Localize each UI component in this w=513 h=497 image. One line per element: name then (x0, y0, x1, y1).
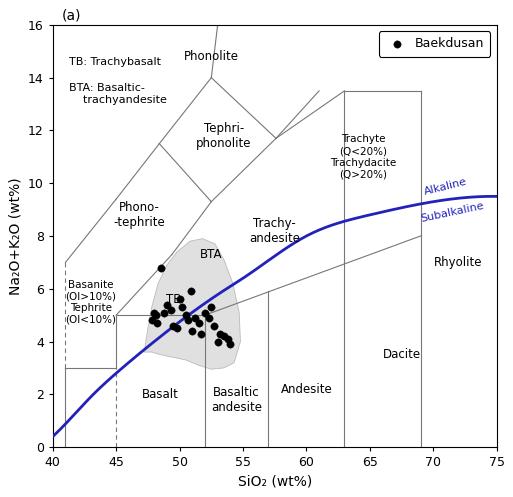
Text: Basaltic
andesite: Basaltic andesite (211, 386, 262, 414)
Point (210, 322, 218, 330)
Legend: Baekdusan: Baekdusan (379, 31, 490, 57)
X-axis label: SiO₂ (wt%): SiO₂ (wt%) (238, 475, 312, 489)
Point (224, 335, 232, 343)
Text: (a): (a) (62, 8, 81, 22)
Text: TB: TB (166, 293, 181, 306)
Point (216, 330, 224, 337)
Point (188, 327, 196, 335)
Point (187, 287, 195, 295)
Text: Trachyte
(Q<20%)
Trachydacite
(Q>20%): Trachyte (Q<20%) Trachydacite (Q>20%) (330, 134, 397, 179)
Point (197, 330, 205, 337)
Text: Rhyolite: Rhyolite (435, 256, 483, 269)
Point (150, 309, 159, 317)
Text: Phonolite: Phonolite (184, 50, 239, 63)
Text: Subalkaline: Subalkaline (420, 201, 485, 224)
Text: Basalt: Basalt (142, 388, 179, 401)
Point (207, 303, 215, 311)
Text: TB: Trachybasalt: TB: Trachybasalt (69, 57, 161, 67)
Point (175, 295, 184, 303)
Y-axis label: Na₂O+K₂O (wt%): Na₂O+K₂O (wt%) (8, 177, 23, 295)
Point (194, 319, 203, 327)
Point (226, 340, 234, 348)
Point (184, 317, 192, 325)
Text: Dacite: Dacite (383, 348, 421, 361)
Point (182, 311, 190, 319)
Text: Basanite
(Ol>10%)
Tephrite
(Ol<10%): Basanite (Ol>10%) Tephrite (Ol<10%) (65, 279, 116, 325)
Point (153, 319, 161, 327)
Point (163, 301, 171, 309)
Text: BTA: Basaltic-
    trachyandesite: BTA: Basaltic- trachyandesite (69, 83, 167, 104)
Point (156, 264, 165, 272)
Text: Andesite: Andesite (281, 383, 332, 396)
Polygon shape (144, 239, 241, 369)
Point (173, 325, 181, 332)
Text: Alkaline: Alkaline (423, 177, 468, 197)
Point (151, 311, 160, 319)
Point (213, 337, 222, 345)
Point (178, 303, 186, 311)
Text: Phono-
-tephrite: Phono- -tephrite (113, 201, 165, 229)
Text: Trachy-
andesite: Trachy- andesite (249, 217, 300, 245)
Text: Tephri-
phonolite: Tephri- phonolite (196, 122, 252, 150)
Point (191, 314, 199, 322)
Point (169, 322, 177, 330)
Point (220, 332, 228, 340)
Text: BTA: BTA (200, 248, 223, 261)
Point (201, 309, 209, 317)
Point (148, 317, 156, 325)
Point (160, 309, 168, 317)
Point (205, 314, 213, 322)
Point (167, 306, 175, 314)
